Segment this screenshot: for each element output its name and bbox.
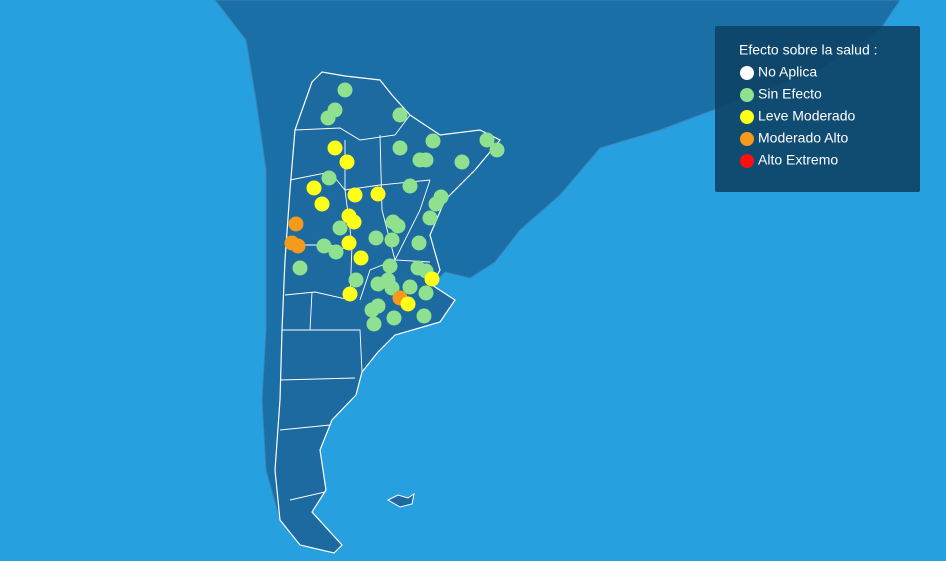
station-marker xyxy=(327,140,343,156)
station-marker xyxy=(454,154,470,170)
station-marker xyxy=(339,154,355,170)
legend-swatch xyxy=(740,132,754,146)
station-marker xyxy=(288,216,304,232)
station-marker xyxy=(402,178,418,194)
station-marker xyxy=(400,296,416,312)
station-marker xyxy=(368,230,384,246)
station-marker xyxy=(489,142,505,158)
station-marker xyxy=(418,285,434,301)
station-marker xyxy=(418,152,434,168)
station-marker xyxy=(366,316,382,332)
legend-box xyxy=(715,26,920,192)
legend-swatch xyxy=(740,88,754,102)
station-marker xyxy=(341,235,357,251)
province-borders xyxy=(279,114,431,501)
station-marker xyxy=(314,196,330,212)
station-marker xyxy=(321,170,337,186)
legend-swatch xyxy=(740,154,754,168)
legend-swatch xyxy=(740,110,754,124)
station-marker xyxy=(290,238,306,254)
station-marker xyxy=(411,235,427,251)
station-marker xyxy=(332,220,348,236)
legend-swatch xyxy=(740,66,754,80)
station-marker xyxy=(347,187,363,203)
station-marker xyxy=(384,280,400,296)
station-marker xyxy=(416,308,432,324)
stations xyxy=(284,82,505,332)
station-marker xyxy=(316,238,332,254)
legend-title: Efecto sobre la salud : xyxy=(739,42,878,58)
station-marker xyxy=(364,302,380,318)
station-marker xyxy=(428,196,444,212)
station-marker xyxy=(353,250,369,266)
legend-label: Leve Moderado xyxy=(758,108,856,124)
legend-label: Sin Efecto xyxy=(758,86,822,102)
station-marker xyxy=(346,214,362,230)
legend-label: No Aplica xyxy=(758,64,817,80)
station-marker xyxy=(382,258,398,274)
station-marker xyxy=(342,286,358,302)
station-marker xyxy=(328,244,344,260)
falklands xyxy=(386,492,415,508)
station-marker xyxy=(392,107,408,123)
station-marker xyxy=(386,310,402,326)
station-marker xyxy=(306,180,322,196)
legend-label: Alto Extremo xyxy=(758,152,838,168)
station-marker xyxy=(292,260,308,276)
station-marker xyxy=(390,218,406,234)
station-marker xyxy=(337,82,353,98)
station-marker xyxy=(370,186,386,202)
station-marker xyxy=(425,133,441,149)
station-marker xyxy=(479,132,495,148)
station-marker xyxy=(424,271,440,287)
station-marker xyxy=(384,232,400,248)
station-marker xyxy=(348,272,364,288)
station-marker xyxy=(422,210,438,226)
station-marker xyxy=(320,110,336,126)
legend: Efecto sobre la salud : No Aplica Sin Efe… xyxy=(715,26,920,192)
station-marker xyxy=(392,140,408,156)
legend-label: Moderado Alto xyxy=(758,130,848,146)
station-marker xyxy=(402,279,418,295)
